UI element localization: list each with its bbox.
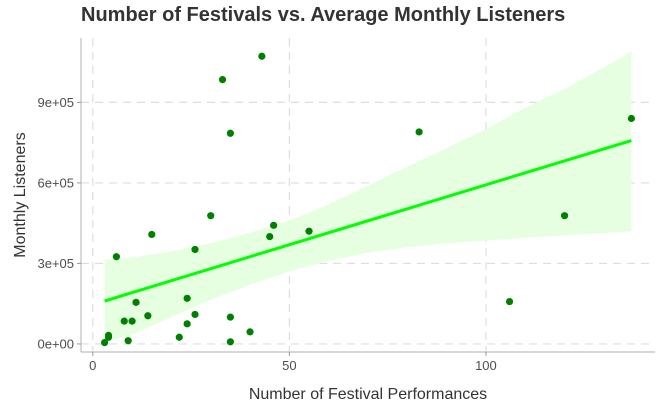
axis-ticks: 0 50 100 0e+00 3e+05 6e+05 9e+05: [37, 95, 496, 373]
y-axis-title: Monthly Listeners: [12, 132, 29, 257]
x-tick-label-50: 50: [282, 358, 296, 373]
data-point-15: [191, 245, 199, 254]
data-point-20: [226, 129, 234, 137]
data-point-21: [246, 328, 254, 336]
data-point-6: [124, 337, 132, 345]
data-point-28: [560, 212, 569, 220]
data-point-26: [415, 128, 423, 136]
trend-line: [104, 139, 632, 303]
data-point-13: [183, 294, 191, 302]
data-point-23: [266, 232, 274, 241]
data-point-4: [112, 253, 120, 261]
chart-title: Number of Festivals vs. Average Monthly …: [81, 4, 566, 26]
data-point-1: [100, 339, 109, 347]
y-tick-label-3e+05: 3e+05: [37, 256, 74, 271]
data-point-27: [505, 297, 514, 306]
data-point-3: [104, 331, 113, 339]
data-point-16: [207, 212, 215, 220]
data-point-14: [191, 310, 199, 319]
data-point-5: [120, 317, 128, 325]
data-point-7: [128, 317, 136, 325]
x-axis-title: Number of Festival Performances: [249, 386, 487, 403]
data-point-18: [226, 338, 234, 346]
y-tick-label-9e+05: 9e+05: [37, 95, 74, 110]
data-point-19: [226, 313, 234, 321]
data-point-12: [183, 320, 191, 328]
data-point-11: [175, 333, 183, 341]
data-point-17: [218, 75, 227, 84]
data-point-24: [270, 221, 278, 229]
data-point-10: [148, 230, 156, 239]
data-point-25: [305, 227, 313, 235]
y-tick-label-6e+05: 6e+05: [37, 175, 74, 190]
x-tick-label-0: 0: [89, 358, 96, 373]
data-point-22: [258, 52, 266, 60]
x-tick-label-100: 100: [475, 358, 497, 373]
data-point-29: [627, 114, 636, 123]
y-tick-label-0e+00: 0e+00: [37, 336, 74, 351]
data-point-8: [132, 298, 140, 306]
data-points: [100, 52, 636, 347]
confidence-band: [104, 51, 632, 343]
data-point-9: [144, 312, 152, 320]
